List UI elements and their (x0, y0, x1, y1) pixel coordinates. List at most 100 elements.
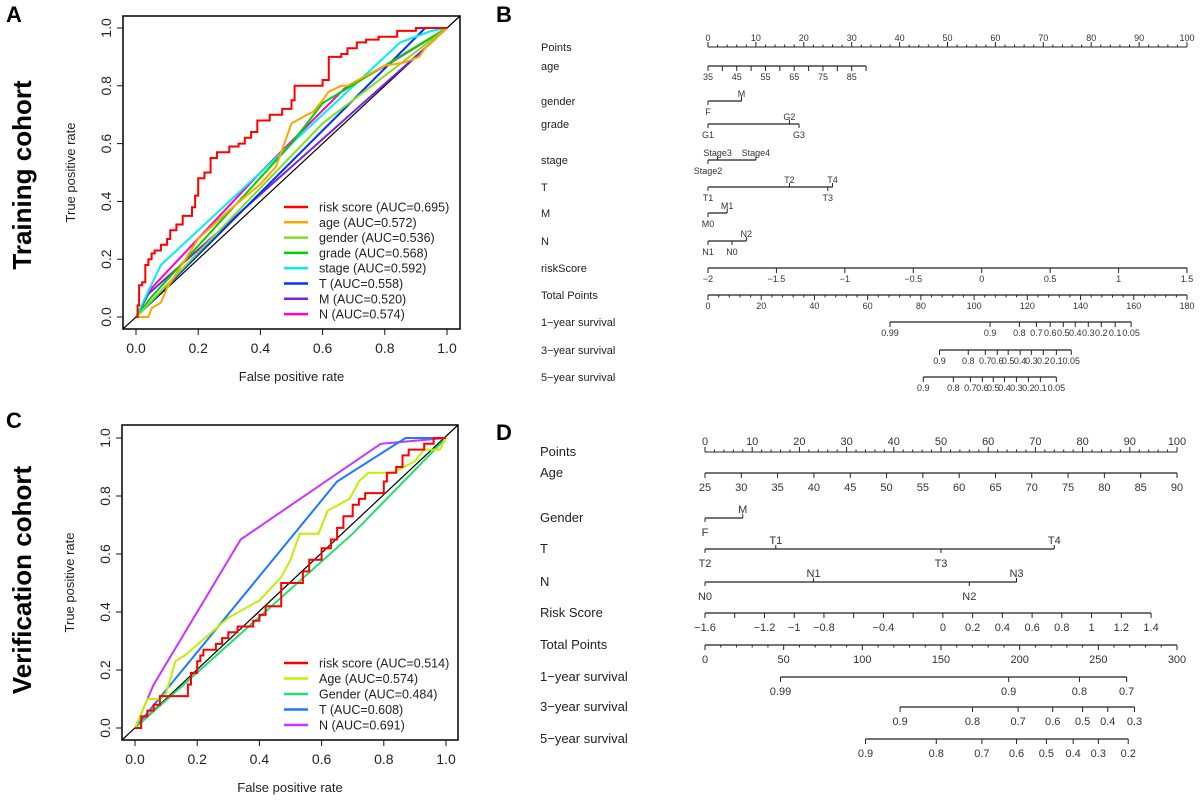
x-tick-label: 1.0 (437, 340, 457, 356)
variable-label: Age (540, 465, 563, 480)
roc-curve-1 (136, 27, 448, 318)
y-tick-label: 0.4 (98, 191, 114, 211)
points-label: Points (540, 444, 577, 459)
survival-tick-label: 0.4 (1100, 716, 1115, 728)
survival-tick-label: 0.2 (1037, 356, 1050, 366)
survival-tick-label: 0.9 (892, 716, 907, 728)
level-label: Stage4 (742, 148, 771, 158)
survival-tick-label: 0.8 (947, 383, 960, 393)
legend-entry: Gender (AUC=0.484) (319, 688, 437, 702)
variable-tick-label: 1 (1089, 622, 1095, 634)
variable-tick-label: 0.4 (995, 622, 1010, 634)
survival-tick-label: 0.5 (1057, 328, 1070, 338)
points-tick-label: 0 (705, 33, 710, 43)
variable-tick-label: 75 (818, 72, 828, 82)
variable-tick-label: 90 (1171, 482, 1183, 494)
survival-tick-label: 0.5 (1075, 716, 1090, 728)
points-tick-label: 90 (1124, 436, 1136, 448)
variable-label: riskScore (541, 263, 587, 275)
survival-tick-label: 0.8 (1072, 686, 1087, 698)
panel-label-b: B (496, 2, 512, 27)
level-label: T4 (1048, 535, 1061, 547)
survival-tick-label: 0.6 (1045, 716, 1060, 728)
points-tick-label: 70 (1029, 436, 1041, 448)
total-points-tick-label: 50 (778, 654, 790, 666)
survival-tick-label: 0.1 (1034, 383, 1047, 393)
level-label: F (705, 107, 711, 117)
variable-tick-label: 1.2 (1114, 622, 1129, 634)
survival-tick-label: 0.4 (1066, 748, 1081, 760)
survival-tick-label: 0.9 (984, 328, 997, 338)
points-tick-label: 100 (1179, 33, 1194, 43)
survival-label: 1−year survival (540, 669, 628, 684)
survival-tick-label: 0.8 (965, 716, 980, 728)
total-points-tick-label: 120 (1020, 301, 1035, 311)
survival-tick-label: 0.9 (1001, 686, 1016, 698)
level-label: M (738, 504, 747, 516)
roc-curve-2 (134, 437, 447, 729)
level-label: Stage2 (694, 166, 723, 176)
level-label: M1 (721, 201, 734, 211)
variable-tick-label: 0.6 (1024, 622, 1039, 634)
y-tick-label: 1.0 (98, 18, 114, 38)
x-tick-label: 0.0 (126, 340, 146, 356)
legend-entry: risk score (AUC=0.514) (319, 657, 449, 671)
survival-tick-label: 0.9 (858, 748, 873, 760)
legend-entry: Age (AUC=0.574) (319, 672, 418, 686)
total-points-tick-label: 300 (1168, 654, 1186, 666)
roc-curve-0 (135, 437, 446, 729)
legend-entry: risk score (AUC=0.695) (319, 201, 449, 215)
variable-label: gender (541, 96, 576, 108)
variable-tick-label: 85 (1135, 482, 1147, 494)
roc-curve-3 (135, 27, 448, 318)
total-points-label: Total Points (541, 290, 598, 302)
survival-tick-label: 0.99 (770, 686, 791, 698)
variable-label: T (540, 541, 548, 556)
survival-tick-label: 0.5 (1002, 356, 1015, 366)
level-label: M0 (702, 219, 715, 229)
level-label: T2 (784, 175, 795, 185)
survival-tick-label: 0.3 (1010, 383, 1023, 393)
level-label: T3 (935, 558, 948, 570)
x-axis-label: False positive rate (239, 369, 345, 384)
legend-entry: gender (AUC=0.536) (319, 231, 435, 245)
variable-tick-label: −2 (703, 274, 713, 284)
variable-tick-label: −1 (840, 274, 850, 284)
level-label: M (738, 89, 746, 99)
y-tick-label: 0.8 (98, 76, 114, 96)
x-tick-label: 0.2 (188, 340, 208, 356)
level-label: N2 (962, 591, 976, 603)
survival-tick-label: 0.2 (1095, 328, 1108, 338)
y-tick-label: 0.0 (97, 718, 113, 738)
survival-tick-label: 0.6 (976, 383, 989, 393)
y-axis-label: True positive rate (62, 533, 77, 633)
points-tick-label: 60 (990, 33, 1000, 43)
points-tick-label: 20 (793, 436, 805, 448)
survival-tick-label: 0.05 (1048, 383, 1066, 393)
total-points-tick-label: 250 (1089, 654, 1107, 666)
points-tick-label: 0 (702, 436, 708, 448)
y-tick-label: 1.0 (97, 428, 113, 448)
variable-tick-label: 50 (880, 482, 892, 494)
survival-tick-label: 0.6 (1044, 328, 1057, 338)
total-points-label: Total Points (540, 637, 608, 652)
survival-tick-label: 0.1 (1109, 328, 1122, 338)
points-tick-label: 10 (746, 436, 758, 448)
survival-tick-label: 0.2 (1121, 748, 1136, 760)
survival-tick-label: 0.05 (1122, 328, 1140, 338)
points-tick-label: 70 (1038, 33, 1048, 43)
total-points-tick-label: 140 (1073, 301, 1088, 311)
x-tick-label: 0.2 (187, 751, 207, 767)
variable-tick-label: 1.4 (1143, 622, 1158, 634)
survival-tick-label: 0.9 (917, 383, 930, 393)
x-tick-label: 0.4 (250, 751, 270, 767)
x-tick-label: 1.0 (436, 751, 456, 767)
training-cohort-label: Training cohort (7, 80, 37, 270)
variable-label: grade (541, 119, 569, 131)
total-points-tick-label: 60 (863, 301, 873, 311)
level-label: N1 (807, 568, 821, 580)
y-tick-label: 0.6 (97, 544, 113, 564)
level-label: T1 (703, 193, 714, 203)
